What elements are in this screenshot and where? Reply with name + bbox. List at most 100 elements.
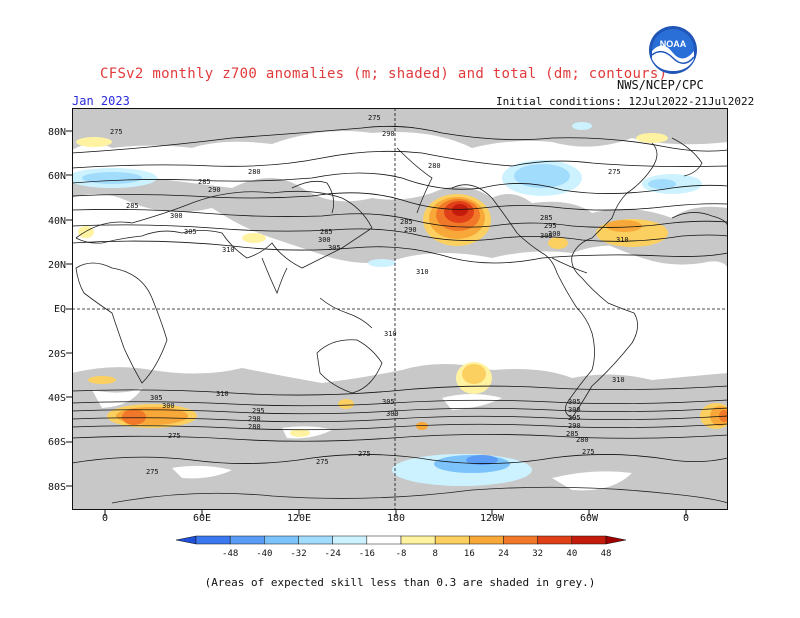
colorbar-tick-label: -40 bbox=[256, 549, 272, 559]
contour-label: 285 bbox=[566, 430, 579, 438]
contour-label: 305 bbox=[568, 398, 581, 406]
colorbar-tick-label: 16 bbox=[464, 549, 475, 559]
contour-label: 290 bbox=[248, 415, 261, 423]
lat-label: 40N bbox=[47, 216, 66, 227]
colorbar-cell bbox=[366, 535, 402, 545]
colorbar-tick-label: 24 bbox=[498, 549, 509, 559]
colorbar-ticks: -48 -40 -32 -24 -16 -8 8 16 24 32 40 48 bbox=[222, 549, 611, 559]
colorbar-cell bbox=[537, 535, 573, 545]
lat-label: 60N bbox=[47, 171, 66, 182]
colorbar-tick-label: -32 bbox=[290, 549, 306, 559]
colorbar-tick-label: 32 bbox=[532, 549, 543, 559]
lat-label: 20S bbox=[47, 349, 66, 360]
contour-label: 310 bbox=[384, 330, 397, 338]
contour-label: 275 bbox=[316, 458, 329, 466]
contour-label: 280 bbox=[248, 423, 261, 431]
height-contours bbox=[72, 125, 728, 464]
contour-label: 275 bbox=[608, 168, 621, 176]
contour-label: 275 bbox=[582, 448, 595, 456]
lon-label: 0 bbox=[101, 513, 109, 524]
map-title: CFSv2 monthly z700 anomalies (m; shaded)… bbox=[100, 66, 668, 82]
colorbar-cells bbox=[176, 535, 626, 545]
lon-label: 0 bbox=[682, 513, 690, 524]
skill-mask bbox=[72, 108, 728, 510]
colorbar-cell bbox=[469, 535, 504, 545]
colorbar-cell bbox=[571, 535, 607, 545]
contour-label: 290 bbox=[208, 186, 221, 194]
contour-labels: 275 275 290 280 285 290 285 300 305 310 … bbox=[110, 114, 629, 476]
contour-label: 275 bbox=[168, 432, 181, 440]
coastlines bbox=[75, 137, 728, 504]
contour-label: 305 bbox=[328, 244, 341, 252]
lon-label: 60W bbox=[579, 513, 599, 524]
positive-anomalies bbox=[76, 133, 728, 437]
contour-label: 300 bbox=[548, 230, 561, 238]
contour-label: 285 bbox=[540, 214, 553, 222]
contour-label: 295 bbox=[568, 414, 581, 422]
contour-label: 275 bbox=[110, 128, 123, 136]
contour-label: 285 bbox=[198, 178, 211, 186]
colorbar-cell bbox=[264, 535, 299, 545]
contour-label: 300 bbox=[162, 402, 175, 410]
contour-label: 275 bbox=[368, 114, 381, 122]
contour-label: 295 bbox=[544, 222, 557, 230]
contour-label: 300 bbox=[386, 410, 399, 418]
colorbar-tick-label: -24 bbox=[325, 549, 341, 559]
contour-label: 280 bbox=[248, 168, 261, 176]
lat-label: 60S bbox=[47, 437, 66, 448]
negative-anomalies bbox=[72, 122, 702, 486]
contour-label: 275 bbox=[358, 450, 371, 458]
contour-label: 300 bbox=[170, 212, 183, 220]
contour-label: 280 bbox=[428, 162, 441, 170]
noaa-logo: NOAA bbox=[649, 26, 697, 74]
colorbar: -48 -40 -32 -24 -16 -8 8 16 24 32 40 48 bbox=[176, 535, 626, 559]
agency-label: NWS/NCEP/CPC bbox=[617, 78, 704, 92]
contour-label: 305 bbox=[184, 228, 197, 236]
contour-label: 310 bbox=[616, 236, 629, 244]
skill-note: (Areas of expected skill less than 0.3 a… bbox=[204, 576, 596, 589]
lat-label: 20N bbox=[47, 260, 66, 271]
map-frame bbox=[72, 108, 728, 510]
contour-label: 295 bbox=[252, 407, 265, 415]
lat-label: EQ bbox=[53, 304, 66, 315]
axis-ticks bbox=[66, 130, 687, 516]
anomaly-map: 275 275 290 280 285 290 285 300 305 310 … bbox=[72, 108, 728, 510]
lon-label: 60E bbox=[192, 513, 212, 524]
colorbar-tick-label: -8 bbox=[396, 549, 407, 559]
colorbar-tick-label: 8 bbox=[432, 549, 437, 559]
contour-label: 285 bbox=[400, 218, 413, 226]
colorbar-cell bbox=[229, 535, 265, 545]
colorbar-cell bbox=[332, 535, 368, 545]
contour-label: 280 bbox=[576, 436, 589, 444]
contour-label: 285 bbox=[126, 202, 139, 210]
colorbar-cell bbox=[434, 535, 470, 545]
contour-label: 290 bbox=[568, 422, 581, 430]
lat-label: 40S bbox=[47, 393, 66, 404]
contour-label: 275 bbox=[146, 468, 159, 476]
colorbar-tick-label: 48 bbox=[601, 549, 612, 559]
logo-text: NOAA bbox=[660, 39, 687, 49]
contour-label: 310 bbox=[222, 246, 235, 254]
contour-label: 310 bbox=[416, 268, 429, 276]
lon-label: 120W bbox=[479, 513, 505, 524]
colorbar-cell bbox=[195, 535, 231, 545]
lat-label: 80N bbox=[47, 127, 66, 138]
contour-label: 305 bbox=[540, 232, 553, 240]
lon-label: 180 bbox=[386, 513, 406, 524]
colorbar-tick-label: -16 bbox=[359, 549, 375, 559]
lon-label: 120E bbox=[286, 513, 312, 524]
contour-label: 300 bbox=[568, 406, 581, 414]
colorbar-cell bbox=[605, 535, 626, 545]
contour-label: 300 bbox=[318, 236, 331, 244]
colorbar-cell bbox=[298, 535, 333, 545]
contour-label: 305 bbox=[150, 394, 163, 402]
contour-label: 310 bbox=[612, 376, 625, 384]
valid-month: Jan 2023 bbox=[72, 94, 130, 108]
colorbar-cell bbox=[400, 535, 436, 545]
colorbar-cell bbox=[503, 535, 538, 545]
contour-label: 285 bbox=[320, 228, 333, 236]
colorbar-cell bbox=[176, 535, 197, 545]
contour-label: 305 bbox=[382, 398, 395, 406]
lat-label: 80S bbox=[47, 482, 66, 493]
contour-label: 290 bbox=[404, 226, 417, 234]
